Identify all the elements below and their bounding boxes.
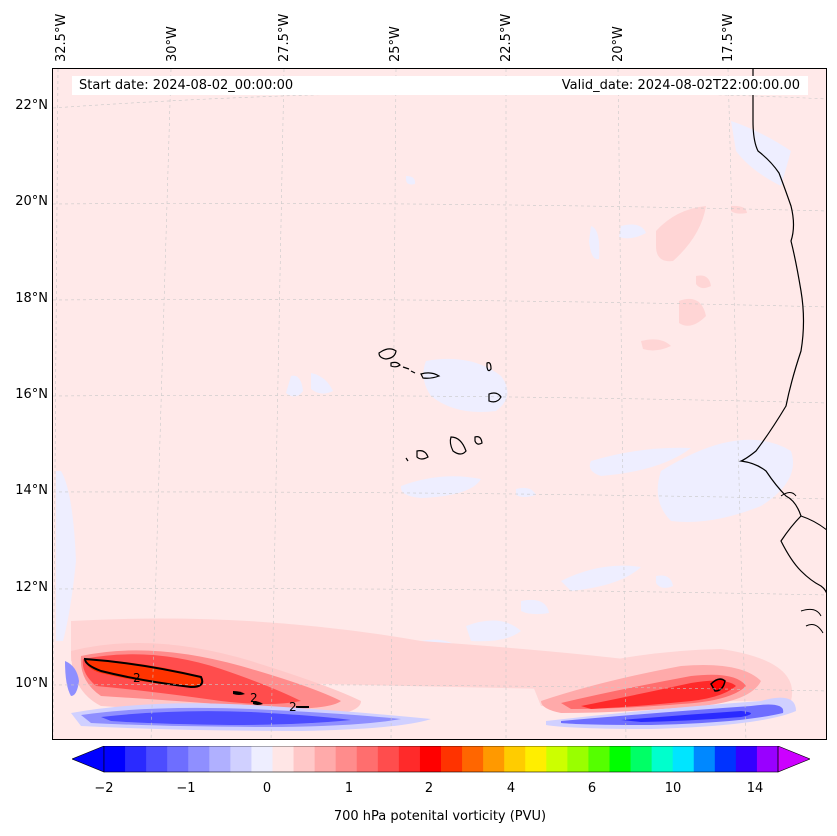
colorbar-segment (441, 746, 463, 772)
cbar-tick-neg1: −1 (176, 781, 196, 796)
cbar-tick-14: 14 (746, 781, 764, 796)
colorbar-segment (693, 746, 716, 772)
colorbar-segment (672, 746, 695, 772)
valid-date-label: Valid_date: 2024-08-02T22:00:00.00 (561, 78, 800, 93)
colorbar-segment (167, 746, 189, 772)
colorbar-segment (588, 746, 610, 772)
pv-field-map (53, 69, 826, 739)
lon-label-17-5w: 17.5°W (721, 13, 736, 62)
graticule (53, 69, 826, 739)
lat-label-22n: 22°N (15, 98, 48, 113)
lat-label-20n: 20°N (15, 194, 48, 209)
lon-label-27-5w: 27.5°W (277, 13, 292, 62)
colorbar-segment (756, 746, 779, 772)
lon-label-25w: 25°W (388, 26, 403, 62)
western-pv-band (71, 643, 361, 717)
colorbar-outline (103, 746, 779, 773)
colorbar-segment (209, 746, 231, 772)
contour-label-mid: 2 (250, 691, 258, 705)
colorbar-segment (609, 746, 632, 772)
colorbar-segment (251, 746, 273, 772)
colorbar (72, 746, 810, 773)
colorbar-segment (335, 746, 358, 772)
cape-verde-islands (378, 348, 502, 462)
africa-coastline (738, 69, 826, 594)
colorbar-segment (125, 746, 147, 772)
colorbar-segment (483, 746, 505, 772)
lon-label-20w: 20°W (611, 26, 626, 62)
colorbar-segment (419, 746, 442, 772)
contour-label-east: 2 (289, 700, 297, 714)
cbar-tick-0: 0 (262, 781, 272, 796)
colorbar-segment (146, 746, 168, 772)
lat-label-10n: 10°N (15, 676, 48, 691)
lat-label-12n: 12°N (15, 580, 48, 595)
date-info-box (72, 76, 808, 95)
cbar-tick-neg2: −2 (94, 781, 114, 796)
colorbar-segment (630, 746, 653, 772)
colorbar-segment (398, 746, 421, 772)
colorbar-segment (314, 746, 337, 772)
eastern-pv-band (541, 665, 761, 713)
colorbar-over-extend (777, 746, 810, 773)
eastern-negative-band (546, 697, 796, 729)
colorbar-segment (188, 746, 210, 772)
colorbar-segment (230, 746, 252, 772)
lon-label-32-5w: 32.5°W (54, 13, 69, 62)
cbar-tick-1: 1 (344, 781, 354, 796)
colorbar-segment (293, 746, 316, 772)
lon-label-22-5w: 22.5°W (499, 13, 514, 62)
africa-coast-details (780, 492, 826, 634)
colorbar-segment (272, 746, 295, 772)
lat-label-18n: 18°N (15, 291, 48, 306)
colorbar-segment (525, 746, 547, 772)
contour-label-west: 2 (133, 671, 141, 685)
cbar-tick-10: 10 (664, 781, 682, 796)
colorbar-segment (377, 746, 400, 772)
colorbar-segment (462, 746, 484, 772)
colorbar-segment (714, 746, 737, 772)
lon-label-30w: 30°W (165, 26, 180, 62)
colorbar-segment (504, 746, 526, 772)
colorbar-segment (356, 746, 379, 772)
colorbar-under-extend (72, 746, 105, 773)
map-panel[interactable]: 2 2 2 (52, 68, 827, 740)
western-negative-band (65, 661, 431, 731)
colorbar-segment (735, 746, 758, 772)
lat-label-16n: 16°N (15, 387, 48, 402)
colorbar-segment (651, 746, 674, 772)
cbar-tick-2: 2 (424, 781, 434, 796)
colorbar-segment (567, 746, 589, 772)
cbar-tick-6: 6 (587, 781, 597, 796)
start-date-label: Start date: 2024-08-02_00:00:00 (79, 78, 294, 93)
lat-label-14n: 14°N (15, 483, 48, 498)
cbar-tick-4: 4 (506, 781, 516, 796)
colorbar-segment (546, 746, 568, 772)
colorbar-segment (104, 746, 126, 772)
colorbar-title: 700 hPa potenital vorticity (PVU) (333, 809, 547, 824)
